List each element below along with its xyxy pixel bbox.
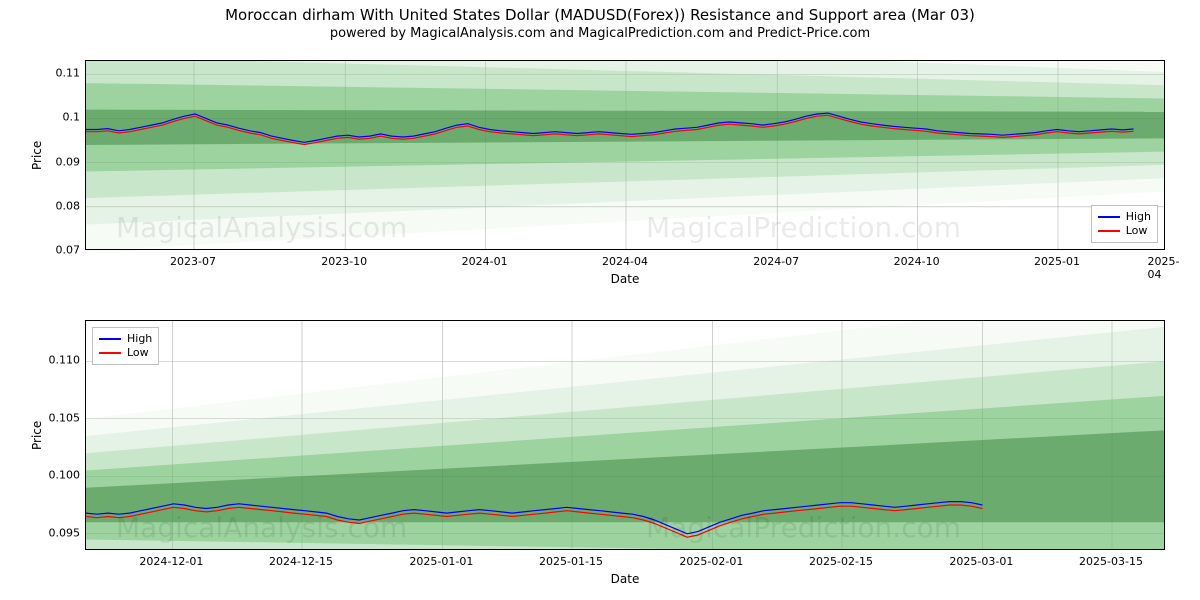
y-tick-label: 0.11 (40, 67, 80, 80)
chart-panel-bottom: MagicalAnalysis.com MagicalPrediction.co… (85, 320, 1165, 550)
y-tick-label: 0.1 (40, 111, 80, 124)
x-tick-label: 2024-12-01 (139, 555, 203, 568)
legend-item-low: Low (99, 346, 152, 360)
x-axis-label: Date (85, 272, 1165, 286)
legend-label: Low (127, 346, 149, 360)
y-axis-label: Price (30, 421, 44, 450)
legend: High Low (92, 327, 159, 365)
legend-item-high: High (99, 332, 152, 346)
x-tick-label: 2024-04 (602, 255, 648, 268)
x-tick-label: 2024-07 (753, 255, 799, 268)
y-tick-label: 0.095 (40, 526, 80, 539)
x-tick-label: 2025-02-01 (679, 555, 743, 568)
legend-item-high: High (1098, 210, 1151, 224)
legend: High Low (1091, 205, 1158, 243)
x-tick-label: 2023-07 (170, 255, 216, 268)
x-tick-label: 2025-01 (1034, 255, 1080, 268)
legend-swatch (1098, 216, 1120, 218)
chart-subtitle: powered by MagicalAnalysis.com and Magic… (0, 24, 1200, 43)
legend-item-low: Low (1098, 224, 1151, 238)
y-tick-label: 0.100 (40, 469, 80, 482)
x-axis-label: Date (85, 572, 1165, 586)
y-tick-label: 0.105 (40, 411, 80, 424)
legend-swatch (99, 338, 121, 340)
y-tick-label: 0.08 (40, 199, 80, 212)
x-tick-label: 2024-01 (462, 255, 508, 268)
x-tick-label: 2025-03-01 (949, 555, 1013, 568)
chart-panel-top: MagicalAnalysis.com MagicalPrediction.co… (85, 60, 1165, 250)
y-tick-label: 0.09 (40, 155, 80, 168)
y-tick-label: 0.07 (40, 244, 80, 257)
legend-label: Low (1126, 224, 1148, 238)
legend-swatch (1098, 230, 1120, 232)
x-tick-label: 2025-02-15 (809, 555, 873, 568)
y-tick-label: 0.110 (40, 354, 80, 367)
chart-title: Moroccan dirham With United States Dolla… (0, 0, 1200, 24)
legend-label: High (1126, 210, 1151, 224)
x-tick-label: 2023-10 (321, 255, 367, 268)
legend-label: High (127, 332, 152, 346)
x-tick-label: 2025-01-15 (539, 555, 603, 568)
figure: Moroccan dirham With United States Dolla… (0, 0, 1200, 600)
x-tick-label: 2025-03-15 (1079, 555, 1143, 568)
legend-swatch (99, 352, 121, 354)
x-tick-label: 2024-12-15 (269, 555, 333, 568)
x-tick-label: 2025-01-01 (409, 555, 473, 568)
x-tick-label: 2024-10 (894, 255, 940, 268)
